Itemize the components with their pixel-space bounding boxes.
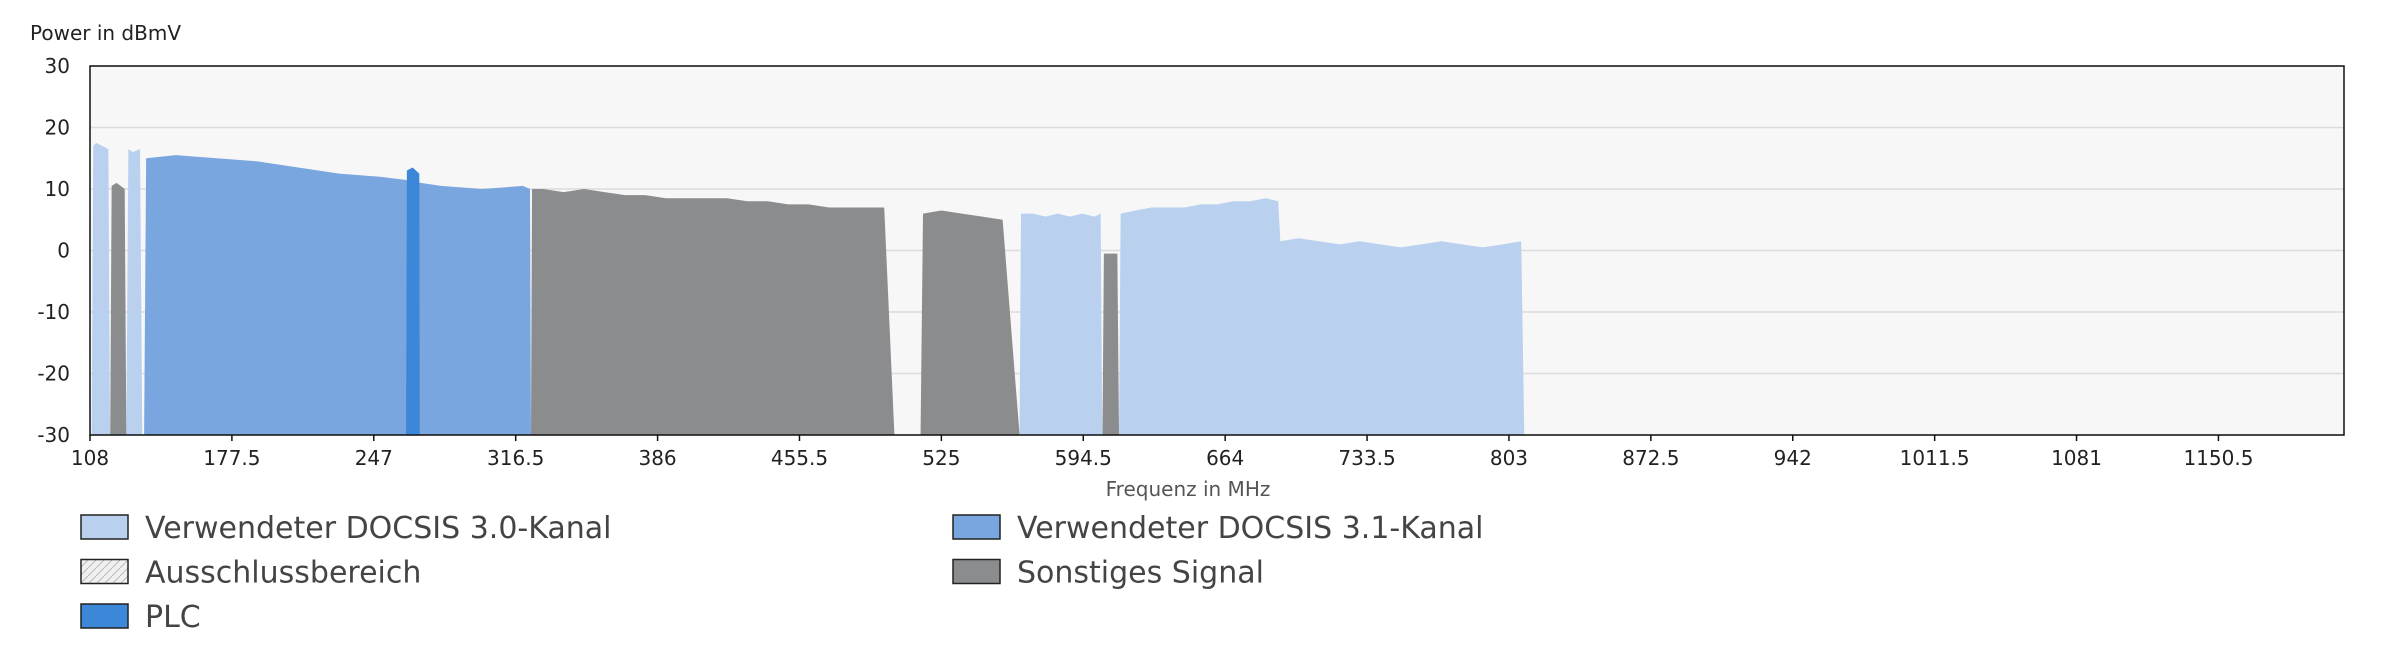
y-tick-label: -30	[37, 423, 70, 447]
plot-frame	[89, 65, 2345, 436]
x-tick-label: 872.5	[1622, 446, 1679, 470]
x-tick-label: 1011.5	[1900, 446, 1970, 470]
legend-label: Ausschlussbereich	[145, 556, 421, 591]
x-tick-label: 664	[1206, 446, 1244, 470]
x-tick-label: 1081	[2051, 446, 2102, 470]
x-tick-label: 594.5	[1055, 446, 1112, 470]
spectrum-area	[91, 142, 1525, 435]
legend-swatch	[80, 603, 129, 629]
y-tick-label: -20	[37, 362, 70, 386]
x-tick-label: 108	[71, 446, 109, 470]
x-tick-label: 386	[638, 446, 676, 470]
legend-swatch	[80, 558, 129, 585]
legend-label: Sonstiges Signal	[1017, 556, 1264, 591]
spectrum-area	[110, 182, 1119, 435]
x-tick-label: 1150.5	[2183, 446, 2253, 470]
legend-swatch	[952, 558, 1001, 585]
x-tick-label: 525	[922, 446, 960, 470]
spectrum-area	[406, 167, 420, 435]
legend-label: Verwendeter DOCSIS 3.0-Kanal	[145, 511, 612, 546]
x-tick-label: 803	[1490, 446, 1528, 470]
y-tick-label: 30	[45, 54, 70, 78]
legend-label: Verwendeter DOCSIS 3.1-Kanal	[1017, 511, 1484, 546]
y-tick-label: 0	[57, 239, 70, 263]
y-axis-label: Power in dBmV	[30, 21, 181, 45]
x-tick-label: 455.5	[771, 446, 828, 470]
legend-label: PLC	[145, 600, 201, 635]
x-axis-label: Frequenz in MHz	[1106, 477, 1271, 501]
legend-swatch	[80, 514, 129, 540]
y-tick-label: 20	[45, 116, 70, 140]
x-tick-label: 247	[355, 446, 393, 470]
legend-swatch	[952, 514, 1001, 540]
spectrum-area	[144, 155, 531, 436]
y-tick-label: -10	[37, 300, 70, 324]
x-tick-label: 733.5	[1338, 446, 1395, 470]
x-tick-label: 177.5	[203, 446, 260, 470]
y-tick-label: 10	[45, 177, 70, 201]
x-tick-label: 942	[1774, 446, 1812, 470]
x-tick-label: 316.5	[487, 446, 544, 470]
